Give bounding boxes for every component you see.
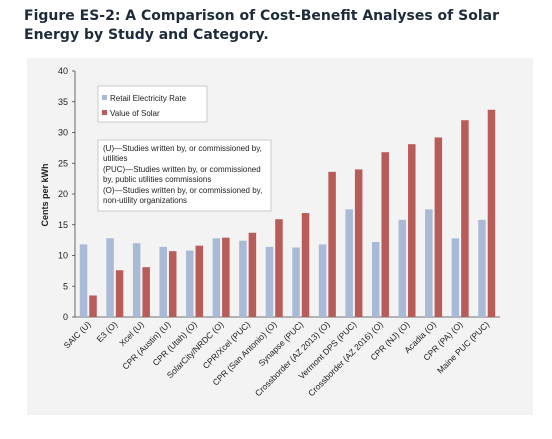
y-tick-label: 30 (58, 128, 68, 138)
bars (79, 109, 496, 318)
bar-value-of-solar (487, 109, 496, 318)
bar-retail-rate (159, 246, 167, 317)
bar-retail-rate (106, 238, 114, 317)
note-line: non-utility organizations (103, 196, 187, 205)
note-line: (O)—Studies written by, or commissioned … (103, 186, 262, 195)
bar-retail-rate (371, 241, 380, 317)
y-tick-label: 5 (63, 281, 68, 291)
bar-value-of-solar (89, 295, 97, 317)
bar-value-of-solar (328, 171, 336, 317)
x-axis-labels: SAIC (U) E3 (O)Xcel (U)CPR (Austin) (U)CP… (62, 319, 492, 398)
bar-retail-rate (345, 209, 353, 317)
bar-retail-rate (451, 238, 460, 317)
bar-retail-rate (478, 219, 486, 317)
bar-retail-rate (212, 238, 221, 317)
bar-retail-rate (425, 209, 433, 317)
y-tick-label: 10 (58, 251, 68, 261)
y-axis: 0 5 10 15 20 25 30 35 40 (58, 66, 500, 322)
note-line: (PUC)—Studies written by, or commissione… (103, 165, 261, 174)
category-note-box (97, 139, 272, 212)
note-line: (U)—Studies written by, or commissioned … (103, 144, 262, 153)
y-tick-label: 40 (58, 66, 68, 76)
y-tick-label: 0 (63, 312, 68, 322)
bar-retail-rate (239, 240, 247, 317)
bar-value-of-solar (195, 245, 204, 317)
legend-swatch-retail (102, 95, 107, 100)
bar-value-of-solar (434, 137, 443, 317)
bar-value-of-solar (168, 251, 177, 317)
x-tick-label: CPR/Xcel (PUC) (201, 319, 253, 371)
y-axis-label: Cents per kWh (40, 163, 50, 226)
bar-value-of-solar (301, 213, 310, 317)
bar-retail-rate (292, 247, 300, 317)
bar-value-of-solar (408, 144, 416, 317)
x-tick-label: SAIC (U) (62, 319, 93, 350)
y-tick-label: 20 (58, 189, 68, 199)
bar-value-of-solar (381, 152, 389, 317)
legend-label-solar: Value of Solar (110, 109, 160, 118)
bar-value-of-solar (461, 120, 469, 317)
legend-swatch-solar (102, 110, 107, 115)
bar-value-of-solar (115, 270, 124, 317)
x-tick-label: E3 (O) (94, 319, 119, 344)
bar-retail-rate (318, 244, 327, 317)
figure-title: Figure ES-2: A Comparison of Cost-Benefi… (24, 8, 499, 43)
y-tick-label: 15 (58, 220, 68, 230)
note-line: utilities (103, 154, 127, 163)
legend-box (97, 85, 208, 123)
bar-value-of-solar (222, 237, 230, 317)
bar-value-of-solar (142, 267, 150, 317)
bar-retail-rate (186, 250, 194, 317)
bar-value-of-solar (275, 219, 283, 317)
y-tick-label: 25 (58, 158, 68, 168)
bar-retail-rate (265, 246, 274, 317)
bar-retail-rate (398, 219, 407, 317)
legend: Retail Electricity Rate Value of Solar (97, 85, 208, 123)
note-line: by, public utilities commissions (103, 175, 211, 184)
bar-retail-rate (79, 244, 88, 317)
bar-value-of-solar (248, 232, 257, 317)
category-note: (U)—Studies written by, or commissioned … (97, 139, 272, 212)
y-tick-label: 35 (58, 97, 68, 107)
bar-retail-rate (132, 243, 141, 317)
bar-value-of-solar (354, 169, 363, 317)
legend-label-retail: Retail Electricity Rate (110, 94, 187, 103)
